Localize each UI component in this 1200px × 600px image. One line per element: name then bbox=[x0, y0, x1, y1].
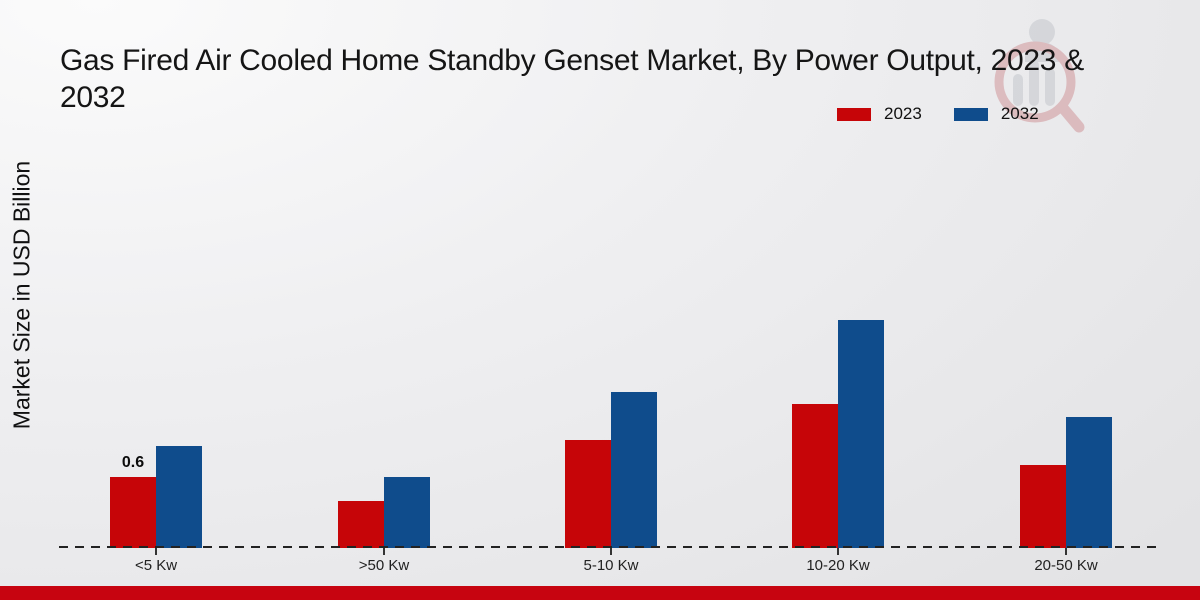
page-title: Gas Fired Air Cooled Home Standby Genset… bbox=[60, 42, 1084, 116]
page-title-line1: Gas Fired Air Cooled Home Standby Genset… bbox=[60, 44, 1084, 77]
legend-item-2023: 2023 bbox=[837, 104, 922, 124]
page-title-line2: 2032 bbox=[60, 81, 126, 114]
x-category-label: >50 Kw bbox=[358, 557, 410, 574]
bar-2023->50 Kw bbox=[338, 501, 384, 548]
bar-2023-<5 Kw bbox=[110, 477, 156, 548]
legend-item-2032: 2032 bbox=[953, 104, 1039, 124]
bar-2032-5-10 Kw bbox=[611, 392, 657, 548]
x-category-label: <5 Kw bbox=[134, 557, 178, 574]
x-axis-tick bbox=[1065, 548, 1067, 555]
footer-strip bbox=[0, 586, 1200, 600]
bar-2023-5-10 Kw bbox=[565, 440, 611, 548]
magnifier-bar-chart-logo-icon bbox=[994, 19, 1085, 133]
legend: 2023 2032 bbox=[837, 104, 1039, 124]
x-axis-baseline bbox=[59, 546, 1160, 548]
bar-2023-10-20 Kw bbox=[792, 404, 838, 548]
y-axis-label: Market Size in USD Billion bbox=[8, 160, 35, 430]
legend-label-2023: 2023 bbox=[884, 104, 922, 123]
x-axis-tick bbox=[610, 548, 612, 555]
bar-value-label: 0.6 bbox=[121, 454, 145, 472]
bar-2032-10-20 Kw bbox=[838, 320, 884, 548]
x-category-label: 10-20 Kw bbox=[806, 557, 870, 574]
bar-2032->50 Kw bbox=[384, 477, 430, 548]
legend-label-2032: 2032 bbox=[1000, 104, 1039, 123]
legend-swatch-2023-icon bbox=[837, 107, 871, 121]
x-category-label: 5-10 Kw bbox=[583, 557, 639, 574]
x-axis-tick bbox=[155, 548, 157, 555]
legend-swatch-2032-icon bbox=[953, 107, 988, 121]
bar-2032-<5 Kw bbox=[156, 446, 202, 548]
x-axis-tick bbox=[837, 548, 839, 555]
bar-2032-20-50 Kw bbox=[1066, 417, 1112, 548]
x-axis-tick bbox=[383, 548, 385, 555]
x-category-label: 20-50 Kw bbox=[1034, 557, 1098, 574]
bar-2023-20-50 Kw bbox=[1020, 465, 1066, 548]
